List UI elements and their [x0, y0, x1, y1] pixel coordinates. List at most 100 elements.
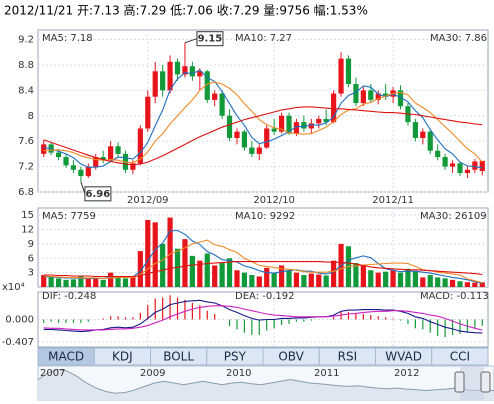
candle-body — [160, 71, 166, 91]
volume-bar — [108, 272, 114, 287]
volume-bar — [256, 276, 262, 287]
candle-body — [449, 163, 456, 167]
x-tick-label: 2012/10 — [253, 195, 295, 206]
tab-label[interactable]: KDJ — [112, 350, 133, 364]
overview-line — [37, 368, 494, 394]
volume-bar — [375, 272, 381, 287]
candle-body — [189, 66, 195, 77]
candle-body — [360, 90, 366, 104]
candle-body — [435, 150, 441, 158]
callout-box — [196, 31, 224, 47]
volume-bar — [420, 277, 426, 287]
y-tick-label: 12 — [21, 225, 34, 236]
candle-body — [464, 169, 471, 173]
volume-bar — [115, 276, 121, 287]
y-tick-label: 3 — [28, 268, 34, 279]
candle-body — [85, 166, 91, 177]
volume-bar — [137, 251, 143, 287]
y-tick-label: 9 — [28, 239, 34, 250]
volume-bar — [167, 217, 173, 287]
candle-body — [226, 115, 233, 138]
tab-label[interactable]: WVAD — [385, 350, 422, 364]
volume-bar — [308, 273, 314, 287]
volume-bar — [464, 282, 471, 287]
legend-label: MA10: 7.27 — [235, 33, 292, 44]
volume-bar — [234, 270, 240, 287]
volume-bar — [449, 279, 456, 287]
volume-bar — [212, 265, 218, 287]
legend-label: DEA: -0.192 — [235, 291, 294, 302]
candle-body — [323, 118, 329, 123]
candle-body — [420, 131, 426, 138]
y-tick-label: 6.8 — [18, 187, 34, 198]
candle-body — [115, 146, 121, 154]
low-label: 6.96 — [86, 189, 111, 200]
legend-label: MA5: 7.18 — [42, 33, 93, 44]
indicator-line — [43, 69, 483, 169]
candle-body — [78, 169, 84, 177]
volume-bar — [197, 260, 203, 287]
legend-label: DIF: -0.248 — [42, 291, 96, 302]
candle-body — [167, 61, 173, 91]
volume-bar — [360, 265, 366, 287]
candle-body — [286, 115, 292, 134]
indicator-line — [43, 81, 483, 164]
overview-handle[interactable] — [454, 371, 465, 393]
candle-body — [375, 93, 381, 100]
candle-body — [108, 146, 114, 161]
candle-body — [55, 152, 62, 158]
legend-label: MA30: 7.86 — [430, 33, 487, 44]
candle-body — [174, 61, 181, 75]
volume-bar — [152, 222, 158, 287]
volume-bar — [78, 276, 84, 287]
volume-bar — [383, 271, 389, 287]
indicator-tab[interactable] — [431, 347, 489, 366]
candle-body — [70, 165, 77, 170]
year-label: 2012 — [394, 368, 419, 379]
unit-label: x10⁴ — [2, 282, 25, 293]
tab-label[interactable]: MACD — [48, 350, 84, 364]
candle-body — [182, 66, 188, 75]
tab-label[interactable]: PSY — [224, 350, 247, 364]
volume-bar — [264, 267, 270, 287]
candle-body — [152, 71, 158, 97]
year-label: 2009 — [140, 368, 165, 379]
volume-bar — [100, 279, 106, 287]
panel-frame — [37, 207, 489, 288]
x-tick-label: 2012/09 — [127, 195, 169, 206]
y-tick-label: 0.000 — [5, 315, 34, 326]
callout-box — [84, 186, 112, 202]
overview-handle[interactable] — [480, 371, 491, 393]
indicator-line — [43, 106, 483, 166]
candle-body — [145, 96, 151, 129]
volume-bar — [331, 260, 337, 287]
indicator-line — [43, 261, 483, 278]
volume-bar — [182, 239, 188, 287]
candle-body — [256, 147, 262, 154]
candle-body — [212, 93, 218, 100]
candle-body — [345, 58, 352, 84]
quote-header: 2012/11/21 开:7.13 高:7.29 低:7.06 收:7.29 量… — [4, 3, 368, 18]
volume-bar — [271, 272, 277, 287]
volume-bar — [442, 278, 448, 287]
tab-label[interactable]: BOLL — [163, 350, 194, 364]
y-tick-label: 8.8 — [18, 60, 34, 71]
candle-body — [264, 128, 270, 148]
tab-label[interactable]: CCI — [450, 350, 470, 364]
tab-label[interactable]: OBV — [278, 350, 304, 364]
candle-body — [427, 131, 433, 151]
volume-bar — [427, 275, 433, 287]
volume-bar — [204, 253, 210, 287]
tab-label[interactable]: RSI — [338, 350, 358, 364]
volume-bar — [48, 277, 54, 287]
volume-bar — [323, 275, 329, 287]
volume-bar — [70, 279, 77, 287]
year-label: 2011 — [314, 368, 339, 379]
candle-body — [301, 122, 307, 129]
candle-body — [331, 93, 337, 123]
volume-bar — [41, 275, 47, 287]
candle-body — [442, 157, 448, 167]
legend-label: MA5: 7759 — [42, 211, 96, 222]
